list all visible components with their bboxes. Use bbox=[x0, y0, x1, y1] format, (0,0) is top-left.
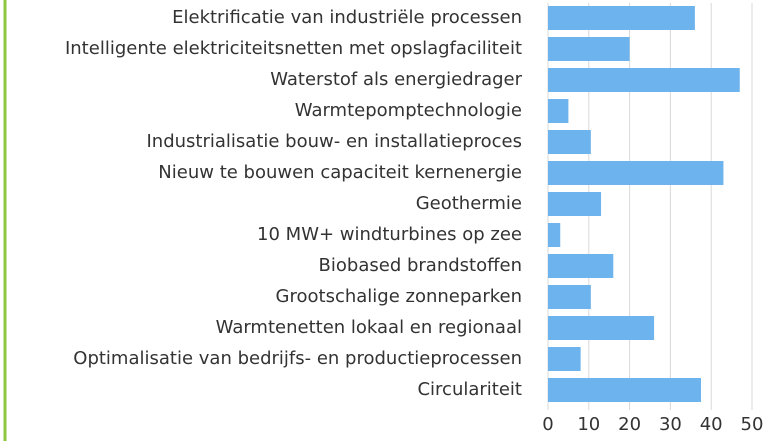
y-tick-label: Warmtenetten lokaal en regionaal bbox=[216, 317, 522, 338]
y-tick-label: Optimalisatie van bedrijfs- en productie… bbox=[73, 348, 522, 369]
bar bbox=[548, 378, 701, 402]
bar bbox=[548, 161, 724, 185]
bar bbox=[548, 347, 581, 371]
x-tick-label: 50 bbox=[741, 414, 764, 435]
x-tick-label: 20 bbox=[618, 414, 641, 435]
x-tick-label: 40 bbox=[700, 414, 723, 435]
y-tick-label: 10 MW+ windturbines op zee bbox=[257, 224, 522, 245]
bar bbox=[548, 130, 591, 154]
bar bbox=[548, 37, 630, 61]
y-tick-label: Grootschalige zonneparken bbox=[276, 286, 522, 307]
bar bbox=[548, 68, 740, 92]
bar bbox=[548, 285, 591, 309]
bar bbox=[548, 192, 602, 216]
bar bbox=[548, 223, 561, 247]
x-tick-label: 0 bbox=[542, 414, 553, 435]
y-tick-label: Warmtepomptechnologie bbox=[295, 100, 522, 121]
bar bbox=[548, 316, 655, 340]
y-tick-label: Biobased brandstoffen bbox=[319, 255, 522, 276]
bar bbox=[548, 254, 614, 278]
y-tick-label: Waterstof als energiedrager bbox=[270, 69, 522, 90]
y-tick-label: Elektrificatie van industriële processen bbox=[172, 7, 522, 28]
y-tick-label: Geothermie bbox=[416, 193, 522, 214]
y-tick-label: Circulariteit bbox=[417, 379, 522, 400]
bar bbox=[548, 99, 569, 123]
bar bbox=[548, 6, 695, 30]
y-tick-label: Nieuw te bouwen capaciteit kernenergie bbox=[158, 162, 522, 183]
y-tick-label: Intelligente elektriciteitsnetten met op… bbox=[65, 38, 522, 59]
y-tick-label: Industrialisatie bouw- en installatiepro… bbox=[146, 131, 522, 152]
x-tick-label: 30 bbox=[659, 414, 682, 435]
x-tick-label: 10 bbox=[577, 414, 600, 435]
